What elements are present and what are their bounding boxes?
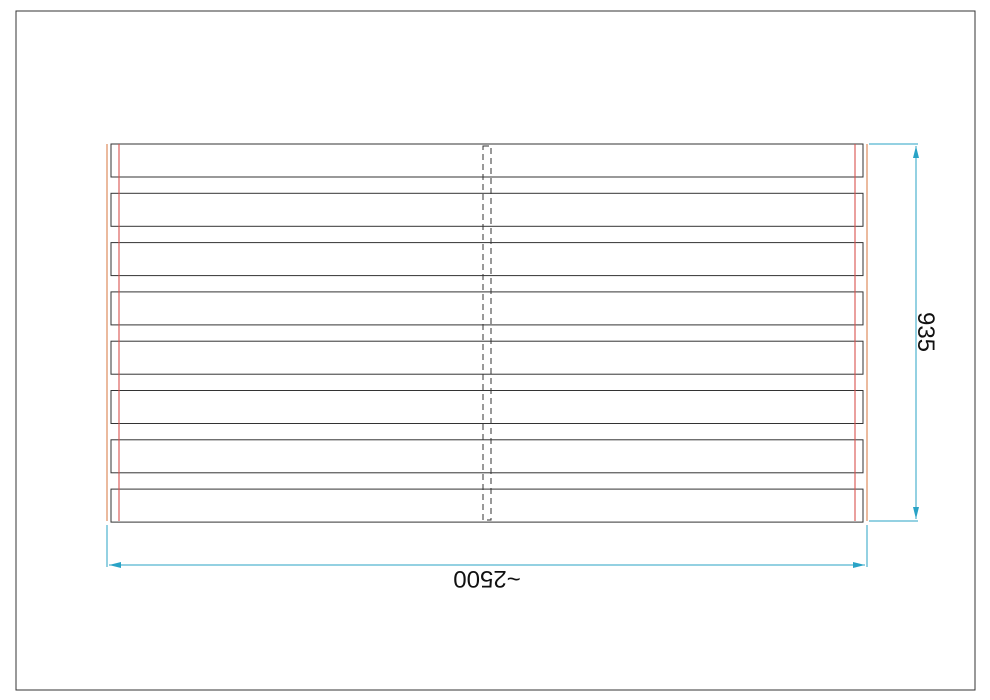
slat (110, 340, 864, 375)
slat (110, 242, 864, 277)
slats (110, 143, 864, 523)
center-support-hidden-line (482, 145, 492, 521)
slat (110, 143, 864, 178)
slat (110, 192, 864, 227)
arrow-down-icon (913, 507, 919, 519)
dimensions (106, 143, 918, 567)
slat (110, 390, 864, 424)
arrow-left-icon (109, 562, 121, 568)
drawing-frame (15, 10, 976, 691)
dimension-arrows (109, 146, 919, 568)
slat (110, 291, 864, 326)
slat (110, 439, 864, 474)
height-dimension-label: 935 (912, 312, 939, 352)
width-dimension-label: ~2500 (453, 565, 520, 592)
arrow-right-icon (853, 562, 865, 568)
arrow-up-icon (913, 146, 919, 158)
slat (110, 488, 864, 523)
